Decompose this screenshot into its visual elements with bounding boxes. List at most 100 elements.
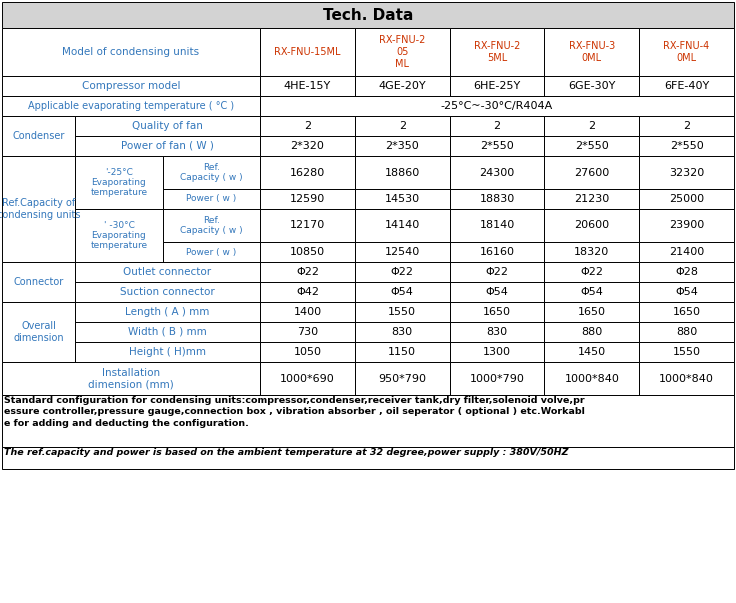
Text: 1000*690: 1000*690	[280, 373, 335, 384]
FancyBboxPatch shape	[545, 262, 639, 282]
FancyBboxPatch shape	[639, 156, 734, 189]
FancyBboxPatch shape	[260, 116, 355, 136]
FancyBboxPatch shape	[75, 322, 260, 342]
Text: 18860: 18860	[385, 168, 420, 177]
Text: Connector: Connector	[13, 277, 63, 287]
FancyBboxPatch shape	[355, 242, 450, 262]
FancyBboxPatch shape	[639, 282, 734, 302]
Text: 1050: 1050	[294, 347, 322, 357]
Text: Width ( B ) mm: Width ( B ) mm	[128, 327, 207, 337]
Text: 830: 830	[392, 327, 413, 337]
FancyBboxPatch shape	[260, 282, 355, 302]
Text: Length ( A ) mm: Length ( A ) mm	[125, 307, 210, 317]
Text: Φ54: Φ54	[675, 287, 698, 297]
FancyBboxPatch shape	[260, 242, 355, 262]
FancyBboxPatch shape	[450, 156, 545, 189]
FancyBboxPatch shape	[355, 136, 450, 156]
FancyBboxPatch shape	[260, 209, 355, 242]
Text: 1000*790: 1000*790	[470, 373, 525, 384]
FancyBboxPatch shape	[260, 302, 355, 322]
FancyBboxPatch shape	[75, 282, 260, 302]
FancyBboxPatch shape	[75, 156, 163, 209]
Text: Φ54: Φ54	[486, 287, 509, 297]
Text: Applicable evaporating temperature ( °C ): Applicable evaporating temperature ( °C …	[28, 101, 234, 111]
FancyBboxPatch shape	[450, 189, 545, 209]
Text: -25°C~-30°C/R404A: -25°C~-30°C/R404A	[441, 101, 553, 111]
Text: Standard configuration for condensing units:compressor,condenser,receiver tank,d: Standard configuration for condensing un…	[4, 396, 585, 428]
FancyBboxPatch shape	[639, 342, 734, 362]
Text: Outlet connector: Outlet connector	[124, 267, 211, 277]
FancyBboxPatch shape	[545, 76, 639, 96]
FancyBboxPatch shape	[75, 342, 260, 362]
FancyBboxPatch shape	[2, 96, 260, 116]
FancyBboxPatch shape	[260, 342, 355, 362]
FancyBboxPatch shape	[2, 28, 260, 76]
Text: 1400: 1400	[294, 307, 322, 317]
FancyBboxPatch shape	[545, 209, 639, 242]
Text: Ref.
Capacity ( w ): Ref. Capacity ( w )	[180, 216, 243, 235]
Text: 18320: 18320	[574, 247, 609, 257]
FancyBboxPatch shape	[355, 262, 450, 282]
Text: 1300: 1300	[483, 347, 511, 357]
Text: '-25°C
Evaporating
temperature: '-25°C Evaporating temperature	[91, 168, 147, 197]
Text: Φ54: Φ54	[581, 287, 604, 297]
Text: 1650: 1650	[673, 307, 701, 317]
FancyBboxPatch shape	[355, 209, 450, 242]
FancyBboxPatch shape	[355, 156, 450, 189]
FancyBboxPatch shape	[639, 28, 734, 76]
FancyBboxPatch shape	[355, 302, 450, 322]
Text: RX-FNU-3
0ML: RX-FNU-3 0ML	[569, 41, 615, 63]
FancyBboxPatch shape	[545, 116, 639, 136]
FancyBboxPatch shape	[545, 302, 639, 322]
Text: 880: 880	[676, 327, 697, 337]
FancyBboxPatch shape	[2, 302, 75, 362]
Text: Height ( H)mm: Height ( H)mm	[129, 347, 206, 357]
FancyBboxPatch shape	[545, 342, 639, 362]
FancyBboxPatch shape	[2, 395, 734, 447]
FancyBboxPatch shape	[450, 28, 545, 76]
FancyBboxPatch shape	[639, 242, 734, 262]
FancyBboxPatch shape	[260, 156, 355, 189]
Text: 2: 2	[588, 121, 595, 131]
Text: ' -30°C
Evaporating
temperature: ' -30°C Evaporating temperature	[91, 221, 147, 250]
FancyBboxPatch shape	[639, 209, 734, 242]
Text: 4HE-15Y: 4HE-15Y	[284, 81, 331, 91]
Text: Φ22: Φ22	[580, 267, 604, 277]
FancyBboxPatch shape	[2, 447, 734, 469]
FancyBboxPatch shape	[355, 322, 450, 342]
Text: 6FE-40Y: 6FE-40Y	[664, 81, 710, 91]
FancyBboxPatch shape	[2, 2, 734, 28]
Text: 1650: 1650	[578, 307, 606, 317]
Text: Φ22: Φ22	[486, 267, 509, 277]
Text: Φ28: Φ28	[675, 267, 698, 277]
Text: 14140: 14140	[385, 221, 420, 230]
FancyBboxPatch shape	[355, 116, 450, 136]
FancyBboxPatch shape	[545, 322, 639, 342]
Text: 12540: 12540	[385, 247, 420, 257]
FancyBboxPatch shape	[545, 136, 639, 156]
FancyBboxPatch shape	[75, 209, 163, 262]
FancyBboxPatch shape	[450, 342, 545, 362]
FancyBboxPatch shape	[260, 362, 355, 395]
Text: 2*550: 2*550	[670, 141, 704, 151]
Text: 20600: 20600	[574, 221, 609, 230]
Text: Φ54: Φ54	[391, 287, 414, 297]
Text: 32320: 32320	[669, 168, 704, 177]
Text: Power ( w ): Power ( w )	[186, 195, 237, 203]
FancyBboxPatch shape	[355, 28, 450, 76]
Text: Ref.Capacity of
condensing units: Ref.Capacity of condensing units	[0, 198, 80, 220]
Text: 2: 2	[399, 121, 406, 131]
FancyBboxPatch shape	[639, 76, 734, 96]
Text: 16280: 16280	[290, 168, 325, 177]
Text: 950*790: 950*790	[378, 373, 426, 384]
FancyBboxPatch shape	[260, 189, 355, 209]
Text: 1550: 1550	[388, 307, 416, 317]
FancyBboxPatch shape	[163, 242, 260, 262]
FancyBboxPatch shape	[545, 242, 639, 262]
FancyBboxPatch shape	[450, 242, 545, 262]
Text: 2*550: 2*550	[575, 141, 609, 151]
Text: 16160: 16160	[479, 247, 514, 257]
Text: 1150: 1150	[388, 347, 416, 357]
Text: RX-FNU-15ML: RX-FNU-15ML	[274, 47, 341, 57]
Text: 24300: 24300	[479, 168, 514, 177]
